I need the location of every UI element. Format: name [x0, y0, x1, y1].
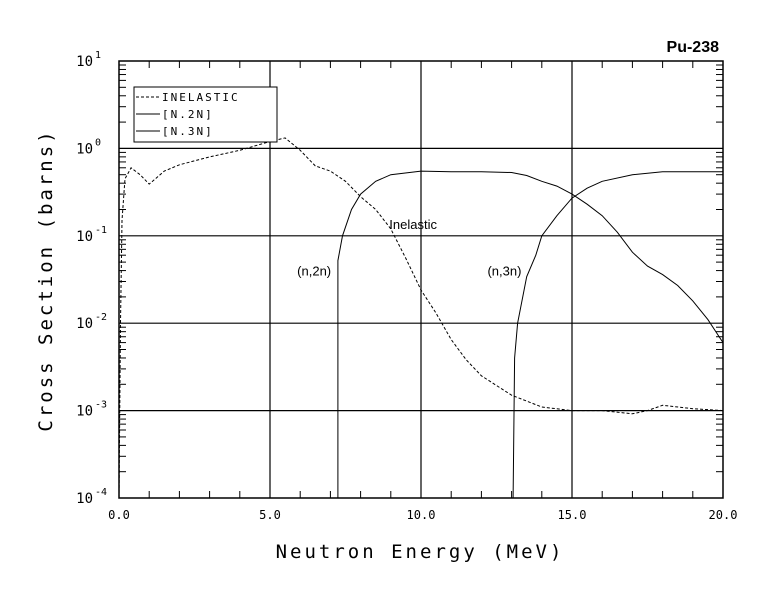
legend: INELASTIC [N.2N] [N.3N] [133, 86, 278, 143]
x-tick-label: 0.0 [108, 508, 130, 522]
y-tick-label: 10 [76, 491, 93, 507]
series-line-n-2n [337, 170, 724, 498]
y-tick-exponent: -4 [95, 487, 107, 498]
annotation-label: (n,3n) [487, 264, 521, 279]
series-line-n-3n [512, 171, 723, 499]
y-tick-label: 10 [76, 404, 93, 420]
y-tick-exponent: -3 [95, 400, 107, 411]
series-line-inelastic [118, 137, 724, 499]
x-tick-label: 20.0 [709, 508, 738, 522]
annotation-label: Inelastic [389, 217, 437, 232]
y-tick-exponent: 0 [95, 137, 101, 148]
plot-frame [118, 60, 724, 499]
grid [119, 61, 723, 498]
chart-title: Pu-238 [667, 39, 720, 56]
x-tick-label: 10.0 [407, 508, 436, 522]
x-tick-label: 5.0 [259, 508, 281, 522]
y-tick-label: 10 [76, 229, 93, 245]
annotation-label: (n,2n) [297, 264, 331, 279]
y-tick-label: 10 [76, 141, 93, 157]
y-tick-exponent: -2 [95, 312, 107, 323]
legend-label: INELASTIC [162, 91, 240, 104]
y-tick-label: 10 [76, 316, 93, 332]
series-group [118, 137, 724, 499]
y-tick-label: 10 [76, 54, 93, 70]
legend-label: [N.3N] [162, 125, 214, 138]
legend-label: [N.2N] [162, 108, 214, 121]
y-tick-exponent: 1 [95, 50, 101, 61]
annotations: Inelastic (n,2n) (n,3n) [297, 217, 521, 279]
x-tick-label: 15.0 [558, 508, 587, 522]
x-axis-label: Neutron Energy (MeV) [276, 541, 565, 563]
y-tick-exponent: -1 [95, 225, 107, 236]
y-axis-label: Cross Section (barns) [35, 128, 57, 431]
